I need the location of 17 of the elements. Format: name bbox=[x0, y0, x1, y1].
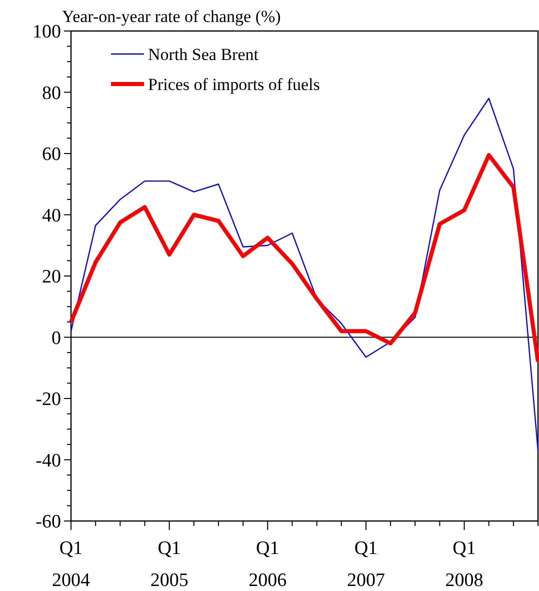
y-axis-title: Year-on-year rate of change (%) bbox=[62, 7, 281, 26]
y-tick-label: 80 bbox=[42, 82, 61, 104]
x-tick-label: Q1 2007 bbox=[346, 538, 385, 591]
y-tick-label: 60 bbox=[42, 144, 61, 166]
y-tick-label: 20 bbox=[42, 266, 61, 288]
y-tick-label: -20 bbox=[36, 389, 61, 410]
y-tick-label: 0 bbox=[52, 328, 61, 349]
y-tick-label: 40 bbox=[42, 205, 61, 226]
legend-label: North Sea Brent bbox=[148, 44, 259, 64]
x-tick-label: Q1 2008 bbox=[445, 538, 484, 591]
y-tick-label: -40 bbox=[36, 450, 61, 472]
y-tick-label: -60 bbox=[36, 512, 61, 533]
x-tick-label: Q1 2005 bbox=[150, 538, 188, 591]
y-tick-label: 100 bbox=[32, 22, 61, 43]
legend-label: Prices of imports of fuels bbox=[148, 74, 320, 94]
x-tick-label: Q1 2004 bbox=[52, 538, 90, 591]
x-tick-label: Q1 2006 bbox=[248, 538, 287, 591]
